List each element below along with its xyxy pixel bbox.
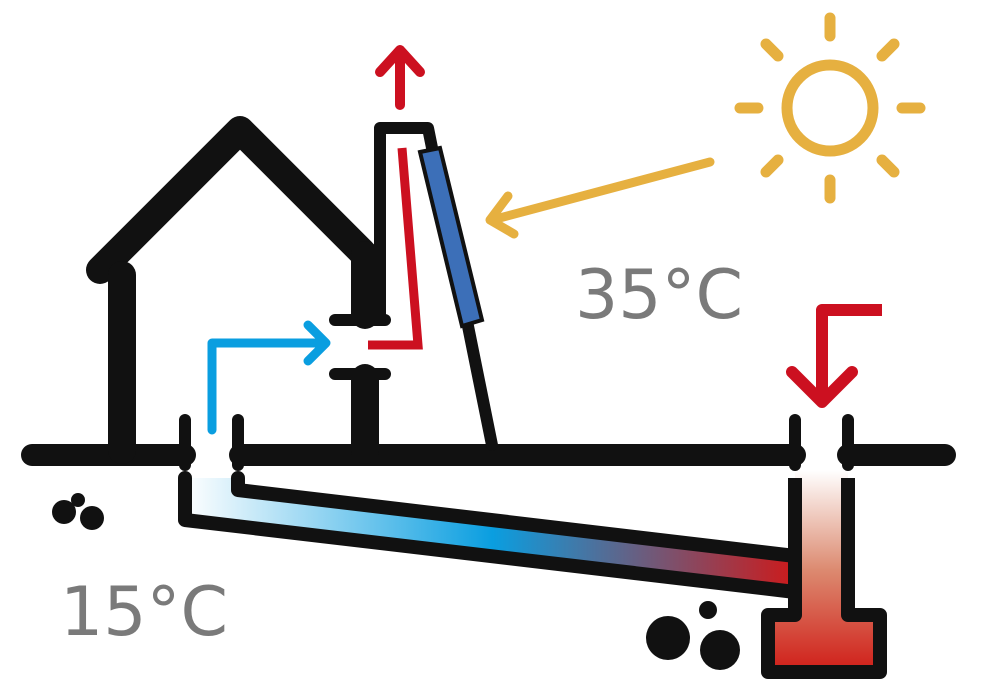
temperature-label: 15°C	[60, 573, 228, 652]
pipe-openings	[179, 414, 854, 471]
temperature-label: 35°C	[575, 256, 743, 335]
sun	[734, 12, 926, 204]
underground-pipe	[178, 471, 802, 599]
stones	[52, 493, 740, 670]
exhaust-arrow	[375, 45, 425, 110]
solar-absorber	[417, 145, 485, 329]
intake-arrow	[786, 304, 882, 408]
house	[86, 116, 379, 464]
cool-air-arrow	[207, 320, 331, 435]
hot-air-path	[368, 147, 423, 350]
sunlight-arrow	[485, 157, 715, 239]
intake-well	[761, 470, 887, 679]
